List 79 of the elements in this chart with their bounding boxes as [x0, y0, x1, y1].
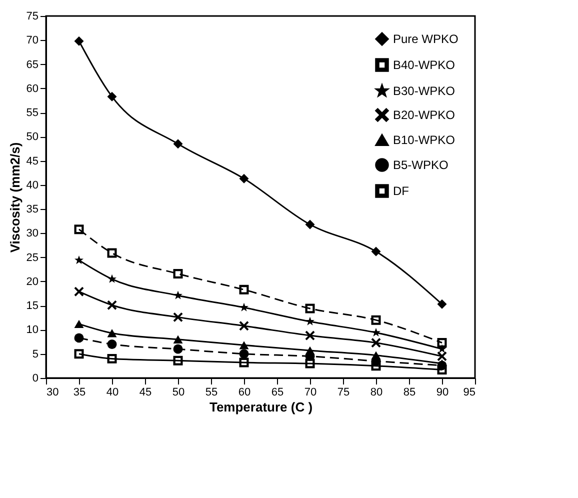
point	[74, 286, 84, 296]
x-tick-label: 35	[73, 386, 86, 398]
y-tick-label: 50	[26, 131, 38, 144]
point	[107, 92, 117, 102]
legend-label: B30-WPKO	[393, 84, 456, 98]
x-tick-label: 75	[337, 386, 350, 398]
point	[371, 246, 381, 256]
y-tick-label: 40	[26, 179, 38, 192]
y-tick-label: 30	[26, 228, 38, 240]
point	[74, 255, 84, 264]
x-tick-label: 85	[403, 386, 416, 398]
point	[371, 361, 381, 371]
y-tick-label: 25	[26, 252, 38, 264]
point	[74, 224, 84, 234]
x-axis-title: Temperature (C )	[209, 400, 313, 414]
point	[371, 338, 381, 348]
y-tick-label: 0	[32, 372, 38, 384]
point	[74, 349, 84, 359]
point	[239, 321, 249, 331]
point	[305, 316, 315, 326]
point	[173, 344, 183, 354]
x-tick-label: 60	[238, 386, 251, 398]
y-tick-label: 10	[26, 324, 38, 336]
y-tick-label: 15	[26, 300, 38, 312]
point	[107, 339, 117, 349]
point	[239, 302, 249, 312]
point	[173, 356, 183, 366]
y-tick-label: 35	[26, 204, 38, 216]
point	[437, 365, 447, 375]
point	[74, 36, 84, 46]
point	[239, 284, 249, 294]
point	[239, 349, 249, 359]
point	[305, 220, 315, 230]
x-tick-label: 50	[172, 386, 185, 398]
y-axis-title: Viscosity (mm2/s)	[7, 142, 22, 253]
x-tick-label: 45	[139, 386, 152, 398]
legend-label: B10-WPKO	[393, 133, 456, 147]
legend-label: DF	[393, 184, 409, 198]
point	[239, 174, 249, 184]
point	[173, 269, 183, 278]
x-tick-label: 70	[304, 386, 317, 398]
y-tick-label: 60	[26, 82, 38, 95]
point	[173, 312, 183, 322]
legend-label: B20-WPKO	[393, 108, 456, 122]
point	[239, 358, 249, 368]
point	[107, 329, 117, 338]
x-tick-label: 80	[370, 386, 383, 398]
legend-label: B5-WPKO	[393, 158, 448, 172]
point	[107, 300, 117, 310]
point	[107, 274, 117, 283]
point	[173, 139, 183, 149]
y-tick-label: 5	[32, 348, 38, 360]
y-tick-label: 65	[26, 58, 38, 71]
point	[74, 333, 84, 343]
x-tick-label: 55	[205, 386, 218, 398]
y-tick-label: 20	[26, 276, 38, 288]
point	[107, 248, 117, 258]
x-tick-label: 30	[46, 386, 59, 398]
point	[239, 341, 249, 350]
point	[173, 335, 183, 344]
point	[437, 352, 447, 362]
x-tick-label: 65	[271, 386, 284, 398]
y-tick-label: 55	[26, 107, 38, 120]
y-tick-label: 70	[26, 34, 38, 47]
x-tick-label: 90	[436, 386, 449, 398]
legend-label: B40-WPKO	[393, 58, 456, 72]
point	[74, 320, 84, 328]
point	[305, 330, 315, 340]
point	[371, 328, 381, 336]
point	[305, 358, 315, 368]
point	[173, 290, 183, 300]
point	[437, 299, 447, 309]
point	[371, 315, 381, 325]
y-tick-label: 45	[26, 155, 38, 168]
x-tick-label: 95	[463, 386, 476, 398]
point	[107, 354, 117, 364]
y-tick-label: 75	[26, 10, 38, 22]
x-tick-label: 40	[106, 386, 119, 398]
legend-label: Pure WPKO	[393, 32, 458, 46]
